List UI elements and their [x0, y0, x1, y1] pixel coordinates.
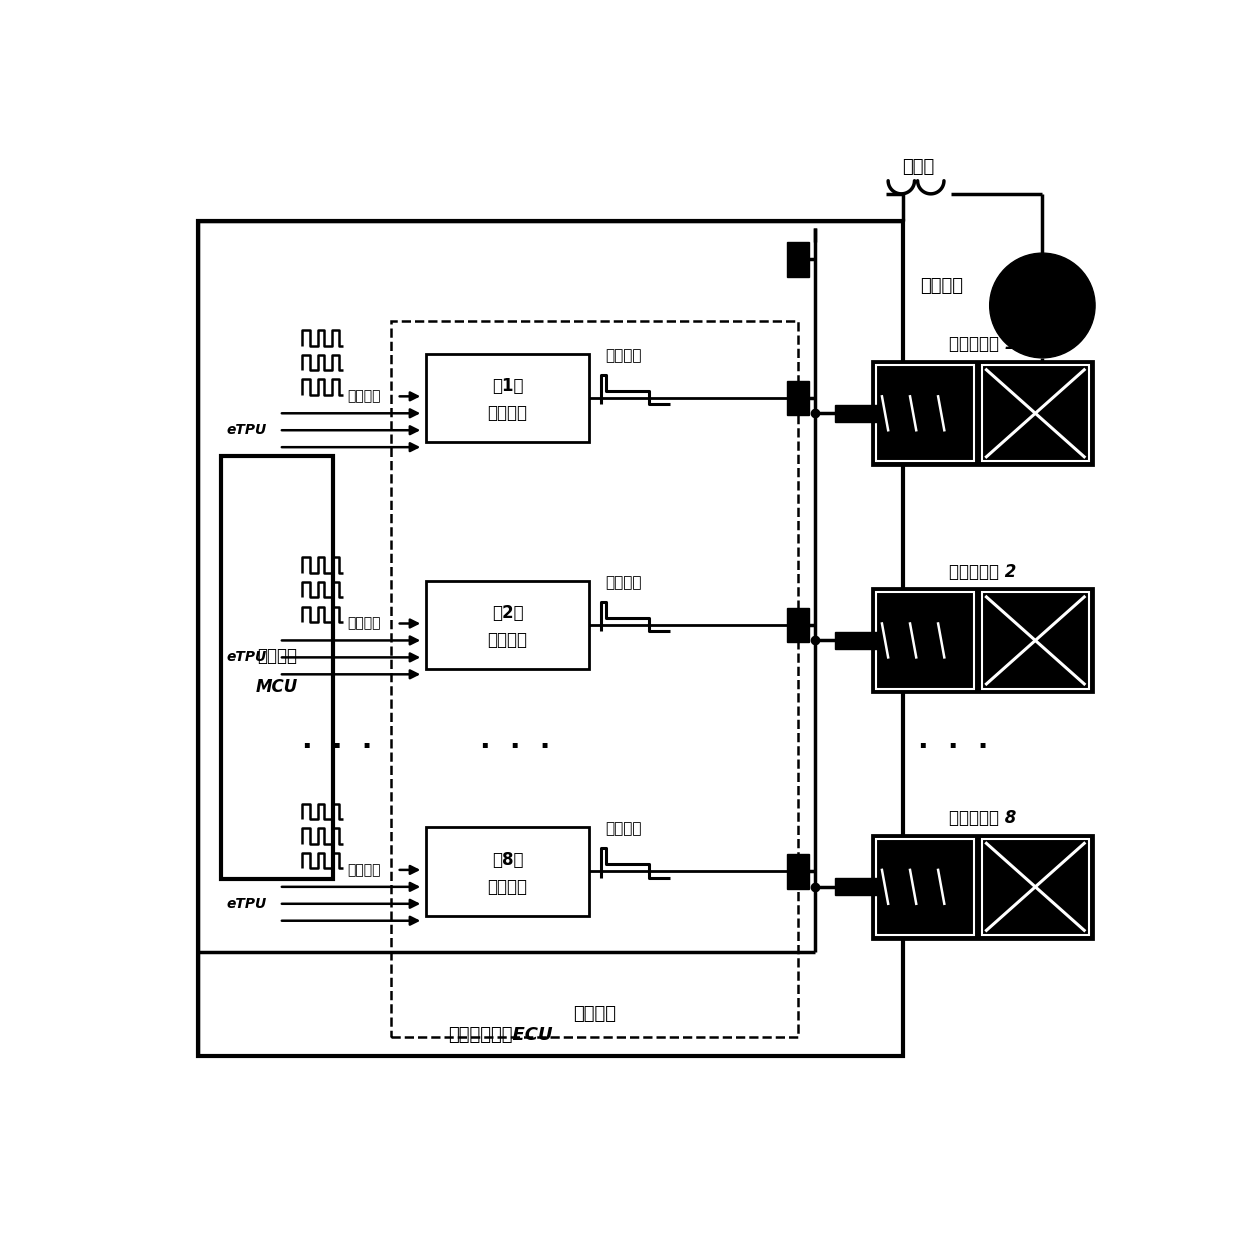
- Text: 车载电源: 车载电源: [920, 278, 963, 295]
- Bar: [221, 456, 334, 879]
- Text: 喷射电磁阀 8: 喷射电磁阀 8: [949, 809, 1016, 826]
- Bar: [872, 589, 1092, 692]
- Text: MCU: MCU: [255, 678, 298, 696]
- Bar: [982, 365, 1089, 461]
- Circle shape: [990, 254, 1095, 358]
- Text: 喷射模块: 喷射模块: [487, 404, 528, 422]
- Bar: [787, 608, 808, 642]
- Text: 控制信号: 控制信号: [347, 863, 381, 877]
- Text: 喷射电磁阀 1: 喷射电磁阀 1: [949, 335, 1016, 353]
- Bar: [427, 828, 589, 916]
- Text: 喷射模块: 喷射模块: [573, 1005, 616, 1022]
- Text: 天然气发动机ECU: 天然气发动机ECU: [449, 1026, 553, 1044]
- Text: 驱动波形: 驱动波形: [605, 821, 642, 836]
- Text: 控制信号: 控制信号: [347, 389, 381, 403]
- Text: 控制信号: 控制信号: [347, 617, 381, 631]
- Bar: [427, 580, 589, 669]
- Text: 第2路: 第2路: [492, 604, 523, 623]
- Bar: [427, 354, 589, 442]
- Bar: [787, 381, 808, 416]
- Text: 燕断器: 燕断器: [903, 158, 935, 176]
- Text: 喷射电磁阀 2: 喷射电磁阀 2: [949, 563, 1016, 580]
- Text: 驱动波形: 驱动波形: [605, 348, 642, 363]
- Bar: [836, 878, 880, 896]
- Bar: [197, 221, 903, 1056]
- Bar: [982, 593, 1089, 688]
- Text: 驱动波形: 驱动波形: [605, 575, 642, 590]
- Bar: [392, 320, 799, 1037]
- Bar: [872, 362, 1092, 465]
- Text: ·  ·  ·: · · ·: [480, 732, 551, 761]
- Bar: [787, 854, 808, 889]
- Text: 喷射模块: 喷射模块: [487, 632, 528, 649]
- Text: 第8路: 第8路: [492, 850, 523, 869]
- Text: 第1路: 第1路: [492, 377, 523, 396]
- Text: 微控制器: 微控制器: [257, 647, 298, 664]
- Text: eTPU: eTPU: [227, 897, 267, 911]
- Text: ·  ·  ·: · · ·: [301, 732, 372, 761]
- Bar: [836, 632, 880, 649]
- Text: eTPU: eTPU: [227, 651, 267, 664]
- Bar: [787, 242, 808, 276]
- Text: 喷射模块: 喷射模块: [487, 878, 528, 896]
- Bar: [875, 839, 975, 934]
- Bar: [872, 835, 1092, 938]
- Text: eTPU: eTPU: [227, 423, 267, 437]
- Bar: [875, 593, 975, 688]
- Bar: [875, 365, 975, 461]
- Bar: [836, 404, 880, 422]
- Text: ·  ·  ·: · · ·: [918, 732, 988, 761]
- Bar: [982, 839, 1089, 934]
